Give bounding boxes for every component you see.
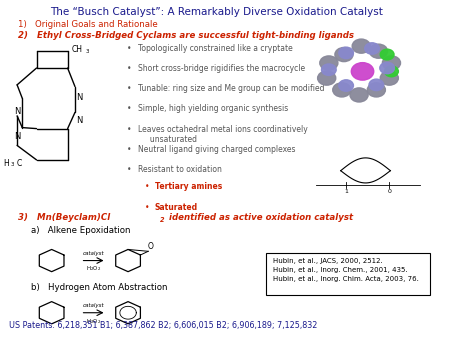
Text: Leaves octahedral metal ions coordinatively
     unsaturated: Leaves octahedral metal ions coordinativ… — [138, 125, 307, 144]
Circle shape — [385, 66, 398, 77]
Text: •: • — [127, 84, 132, 93]
Text: H: H — [4, 159, 9, 168]
Circle shape — [367, 83, 385, 97]
FancyBboxPatch shape — [266, 253, 430, 295]
Circle shape — [339, 80, 353, 91]
Circle shape — [364, 43, 379, 54]
Text: Neutral ligand giving charged complexes: Neutral ligand giving charged complexes — [138, 145, 295, 154]
Text: catalyst: catalyst — [83, 250, 104, 256]
Text: US Patents: 6,218,351 B1; 6,387,862 B2; 6,606,015 B2; 6,906,189; 7,125,832: US Patents: 6,218,351 B1; 6,387,862 B2; … — [9, 321, 318, 330]
Text: b)   Hydrogen Atom Abstraction: b) Hydrogen Atom Abstraction — [31, 284, 167, 292]
Circle shape — [382, 56, 400, 70]
Text: 2)   Ethyl Cross-Bridged Cyclams are successful tight-binding ligands: 2) Ethyl Cross-Bridged Cyclams are succe… — [18, 31, 354, 40]
Text: •: • — [127, 44, 132, 53]
Text: N: N — [14, 107, 20, 116]
Text: Resistant to oxidation: Resistant to oxidation — [138, 165, 221, 174]
Circle shape — [380, 49, 394, 60]
Text: •: • — [127, 165, 132, 174]
Text: •: • — [127, 125, 132, 134]
Text: 3)   Mn(Beyclam)Cl: 3) Mn(Beyclam)Cl — [18, 213, 110, 222]
Text: N: N — [14, 131, 20, 141]
Text: N: N — [76, 93, 83, 102]
Text: O: O — [148, 242, 153, 251]
Circle shape — [335, 47, 353, 62]
Text: 1)   Original Goals and Rationale: 1) Original Goals and Rationale — [18, 20, 158, 28]
Text: H$_2$O$_2$: H$_2$O$_2$ — [86, 265, 101, 273]
Text: Topologically constrained like a cryptate: Topologically constrained like a cryptat… — [138, 44, 292, 53]
Circle shape — [339, 47, 353, 58]
Text: Simple, high yielding organic synthesis: Simple, high yielding organic synthesis — [138, 104, 288, 113]
Text: H$_2$O$_2$: H$_2$O$_2$ — [86, 317, 101, 326]
Text: 3: 3 — [86, 49, 89, 54]
Text: 0: 0 — [387, 189, 391, 194]
Circle shape — [320, 56, 338, 70]
Text: Tertiary amines: Tertiary amines — [155, 183, 222, 191]
Circle shape — [352, 39, 370, 53]
Circle shape — [380, 62, 395, 74]
Text: Tunable: ring size and Me group can be modified: Tunable: ring size and Me group can be m… — [138, 84, 324, 93]
Text: Saturated: Saturated — [155, 203, 198, 212]
Text: •: • — [127, 64, 132, 73]
Circle shape — [318, 71, 336, 85]
Text: a)   Alkene Epoxidation: a) Alkene Epoxidation — [31, 226, 130, 235]
Text: 1: 1 — [344, 189, 348, 194]
Circle shape — [380, 71, 398, 85]
Text: Hubin, et al., JACS, 2000, 2512.
Hubin, et al., Inorg. Chem., 2001, 435.
Hubin, : Hubin, et al., JACS, 2000, 2512. Hubin, … — [273, 258, 418, 282]
Text: •: • — [145, 183, 150, 191]
Circle shape — [351, 63, 374, 80]
Text: N: N — [76, 116, 83, 125]
Circle shape — [369, 44, 387, 58]
Circle shape — [369, 79, 384, 91]
Text: •: • — [145, 203, 150, 212]
Circle shape — [333, 83, 351, 97]
Text: C: C — [17, 159, 22, 168]
Text: •: • — [127, 104, 132, 113]
Text: 3: 3 — [10, 163, 14, 167]
Text: CH: CH — [72, 45, 83, 54]
Text: The “Busch Catalyst”: A Remarkably Diverse Oxidation Catalyst: The “Busch Catalyst”: A Remarkably Diver… — [50, 7, 383, 18]
Text: •: • — [127, 145, 132, 154]
Text: identified as active oxidation catalyst: identified as active oxidation catalyst — [166, 213, 353, 222]
Circle shape — [350, 88, 368, 102]
Circle shape — [321, 64, 336, 75]
Text: Short cross-bridge rigidifies the macrocycle: Short cross-bridge rigidifies the macroc… — [138, 64, 305, 73]
Text: 2: 2 — [160, 217, 164, 223]
Text: catalyst: catalyst — [83, 303, 104, 308]
